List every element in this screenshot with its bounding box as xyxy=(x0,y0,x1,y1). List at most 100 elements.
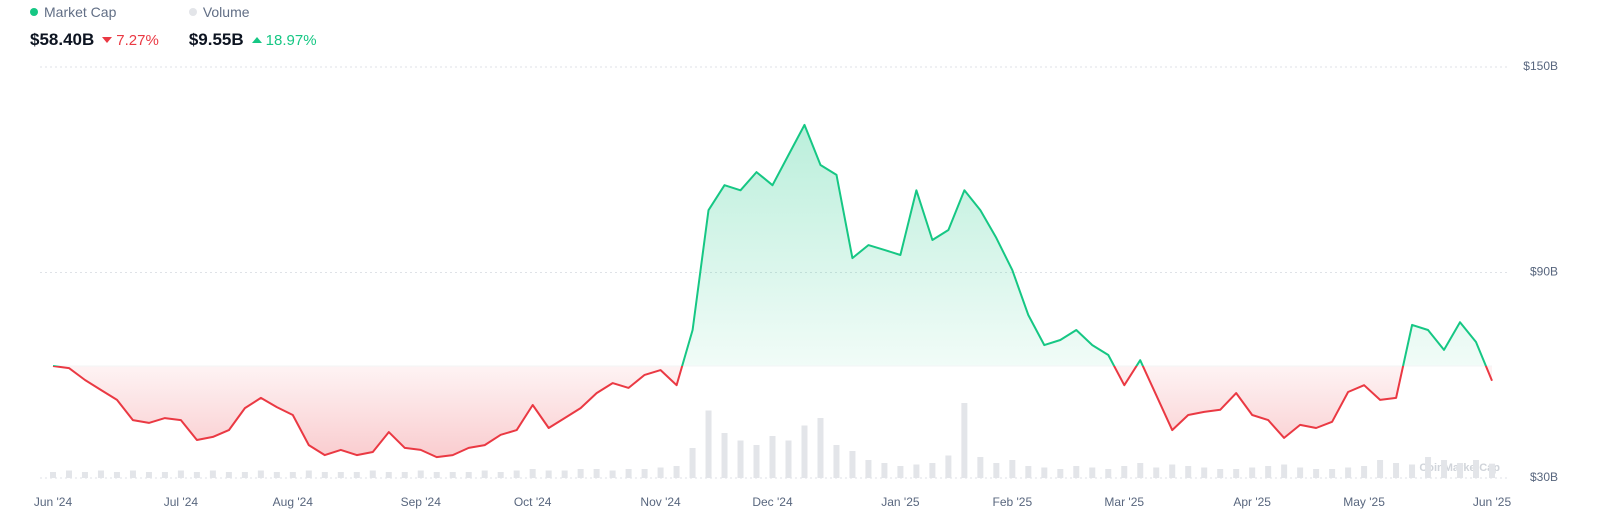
volume-bar xyxy=(241,472,248,478)
volume-bar xyxy=(129,470,136,478)
volume-bar xyxy=(865,460,872,478)
x-tick-label: Jun '24 xyxy=(34,495,73,509)
volume-bar xyxy=(721,433,728,478)
volume-bar xyxy=(145,472,152,478)
summary-item: Market Cap $58.40B 7.27% xyxy=(30,3,159,51)
volume-bar xyxy=(1425,457,1432,478)
volume-bar xyxy=(65,470,72,478)
x-tick-label: Nov '24 xyxy=(640,495,681,509)
volume-bar xyxy=(529,469,536,478)
legend-label: Volume xyxy=(202,4,250,20)
volume-bar xyxy=(641,469,648,478)
x-tick-label: Dec '24 xyxy=(752,495,793,509)
volume-bar xyxy=(225,472,232,478)
volume-bar xyxy=(1377,460,1384,478)
volume-bar xyxy=(497,472,504,478)
volume-bar xyxy=(337,472,344,478)
volume-bar xyxy=(257,470,264,478)
x-tick-label: Jul '24 xyxy=(164,495,199,509)
y-tick-label: $30B xyxy=(1530,470,1558,484)
volume-bar xyxy=(81,472,88,478)
volume-bar xyxy=(1025,466,1032,478)
volume-bar xyxy=(801,425,808,478)
volume-bar xyxy=(769,436,776,478)
volume-bar xyxy=(1041,467,1048,478)
summary-item: Volume $9.55B 18.97% xyxy=(188,3,317,51)
volume-bar xyxy=(993,463,1000,478)
volume-bar xyxy=(1313,469,1320,478)
summary-stat: $58.40B 7.27% xyxy=(30,29,159,51)
volume-bar xyxy=(785,440,792,478)
volume-bar xyxy=(1473,460,1480,478)
volume-bar xyxy=(1233,469,1240,478)
volume-bar xyxy=(369,470,376,478)
x-tick-label: Jan '25 xyxy=(881,495,920,509)
volume-bar xyxy=(161,472,168,478)
volume-bar xyxy=(753,445,760,478)
volume-bar xyxy=(945,455,952,478)
line xyxy=(52,123,1493,459)
volume-bar xyxy=(545,470,552,478)
summary-value: $9.55B xyxy=(188,30,244,49)
summary-stat: $9.55B 18.97% xyxy=(189,29,317,51)
volume-bar xyxy=(737,440,744,478)
summary-change: 7.27% xyxy=(102,32,159,49)
volume-bar xyxy=(1329,469,1336,478)
volume-bar xyxy=(401,472,408,478)
volume-bar xyxy=(1441,460,1448,478)
volume-bar xyxy=(961,403,968,478)
volume-bar xyxy=(913,464,920,478)
volume-bar xyxy=(1297,467,1304,478)
volume-bar xyxy=(577,469,584,478)
change-arrow xyxy=(251,37,262,43)
volume-bar xyxy=(929,463,936,478)
volume-bar xyxy=(1393,463,1400,478)
volume-bar xyxy=(561,470,568,478)
volume-bar xyxy=(465,472,472,478)
volume-bar xyxy=(1281,464,1288,478)
volume-bar xyxy=(673,466,680,478)
volume-bar xyxy=(1057,469,1064,478)
legend-dot xyxy=(188,8,197,16)
volume-bar xyxy=(593,469,600,478)
volume-bar xyxy=(433,472,440,478)
x-tick-label: Oct '24 xyxy=(514,495,552,509)
volume-bar xyxy=(1201,467,1208,478)
volume-bar xyxy=(193,472,200,478)
volume-bar xyxy=(1185,466,1192,478)
legend-label: Market Cap xyxy=(44,4,117,20)
volume-bar xyxy=(1265,466,1272,478)
volume-bar xyxy=(353,472,360,478)
volume-bar xyxy=(1105,469,1112,478)
volume-bar xyxy=(705,410,712,478)
volume-bar xyxy=(897,466,904,478)
volume-bar xyxy=(385,472,392,478)
volume-bar xyxy=(177,470,184,478)
volume-bar xyxy=(1009,460,1016,478)
volume-bar xyxy=(849,451,856,478)
area xyxy=(53,124,1492,458)
x-tick-label: Aug '24 xyxy=(273,495,314,509)
volume-bar xyxy=(1249,467,1256,478)
volume-bar xyxy=(1153,467,1160,478)
volume-bar xyxy=(50,472,56,478)
volume-bar xyxy=(1361,466,1368,478)
change-arrow xyxy=(102,37,113,43)
volume-bar xyxy=(1073,466,1080,478)
volume-bar xyxy=(1169,464,1176,478)
legend-dot xyxy=(30,8,38,16)
volume-bar xyxy=(481,470,488,478)
volume-bar xyxy=(513,470,520,478)
volume-bar xyxy=(97,470,104,478)
volume-bar xyxy=(833,445,840,478)
volume-bar xyxy=(977,457,984,478)
x-tick-label: Sep '24 xyxy=(401,495,442,509)
volume-bar xyxy=(817,418,824,478)
x-tick-label: Apr '25 xyxy=(1233,495,1271,509)
volume-bar xyxy=(1089,467,1096,478)
volume-bar xyxy=(449,472,456,478)
volume-bar xyxy=(273,472,280,478)
volume-bar xyxy=(1345,467,1352,478)
volume-bar xyxy=(1409,464,1416,478)
